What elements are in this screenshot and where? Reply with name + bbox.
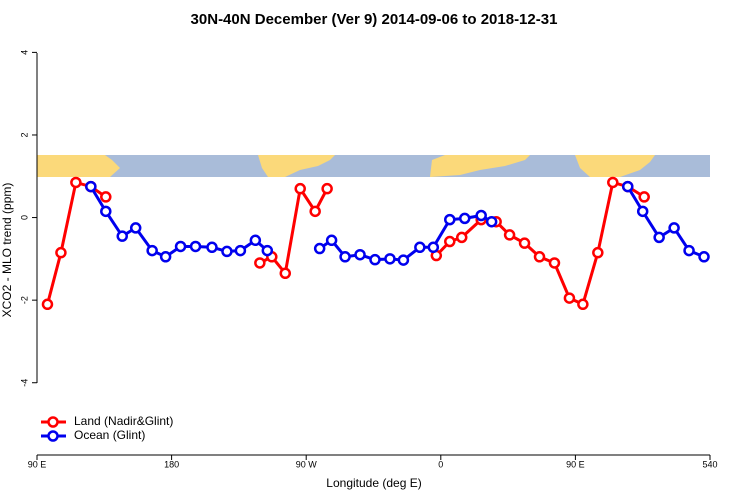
point <box>444 235 456 248</box>
series-line <box>46 180 645 307</box>
point <box>397 254 410 266</box>
point <box>55 246 67 259</box>
point <box>339 251 351 263</box>
point <box>592 246 604 259</box>
point <box>369 253 381 266</box>
point <box>129 222 142 234</box>
y-axis-label: XCO2 - MLO trend (ppm) <box>0 183 14 318</box>
x-tick-label: 90 W <box>296 459 318 469</box>
point <box>607 176 619 189</box>
point <box>636 205 649 218</box>
y-tick-label: 2 <box>19 132 29 137</box>
map-strip <box>37 155 710 177</box>
point <box>254 257 266 269</box>
legend-marker <box>47 416 59 428</box>
point <box>174 240 187 253</box>
point <box>313 242 326 255</box>
legend-label: Land (Nadir&Glint) <box>74 414 173 428</box>
point <box>384 253 396 265</box>
point <box>621 180 634 193</box>
point <box>206 241 218 254</box>
point <box>100 205 112 218</box>
point <box>518 237 531 249</box>
y-tick-label: 0 <box>19 215 29 220</box>
point <box>41 298 54 311</box>
point <box>354 248 366 261</box>
point <box>533 251 546 263</box>
point <box>70 176 82 189</box>
point <box>668 222 680 234</box>
point <box>475 209 487 222</box>
point <box>116 230 128 242</box>
y-tick-label: 4 <box>19 50 29 55</box>
x-tick-label: 90 E <box>28 459 47 469</box>
point <box>146 244 158 257</box>
y-tick-label: -2 <box>19 296 29 304</box>
point <box>485 215 498 228</box>
point <box>455 231 468 244</box>
point <box>234 244 247 257</box>
point <box>100 191 112 203</box>
point <box>444 213 456 226</box>
point <box>159 251 172 263</box>
point <box>309 205 321 218</box>
x-tick-label: 180 <box>164 459 179 469</box>
point <box>683 244 695 257</box>
point <box>249 234 262 247</box>
y-tick-label: -4 <box>19 379 29 387</box>
chart-title: 30N-40N December (Ver 9) 2014-09-06 to 2… <box>191 11 558 28</box>
x-tick-label: 90 E <box>566 459 585 469</box>
legend-marker <box>47 430 59 442</box>
x-axis-label: Longitude (deg E) <box>326 476 421 490</box>
point <box>261 244 274 257</box>
point <box>279 267 292 280</box>
point <box>321 182 333 195</box>
point <box>638 191 650 203</box>
x-tick-label: 540 <box>702 459 717 469</box>
point <box>189 240 202 253</box>
point <box>221 245 233 258</box>
point <box>577 298 589 311</box>
point <box>548 257 561 269</box>
point <box>458 212 471 225</box>
point <box>698 251 710 263</box>
point <box>294 182 306 195</box>
x-tick-label: 0 <box>438 459 443 469</box>
point <box>563 292 576 304</box>
point <box>414 241 426 254</box>
point <box>325 234 338 247</box>
point <box>85 180 97 193</box>
point <box>653 231 665 244</box>
legend-label: Ocean (Glint) <box>74 428 145 442</box>
point <box>427 241 440 254</box>
point <box>503 229 516 241</box>
